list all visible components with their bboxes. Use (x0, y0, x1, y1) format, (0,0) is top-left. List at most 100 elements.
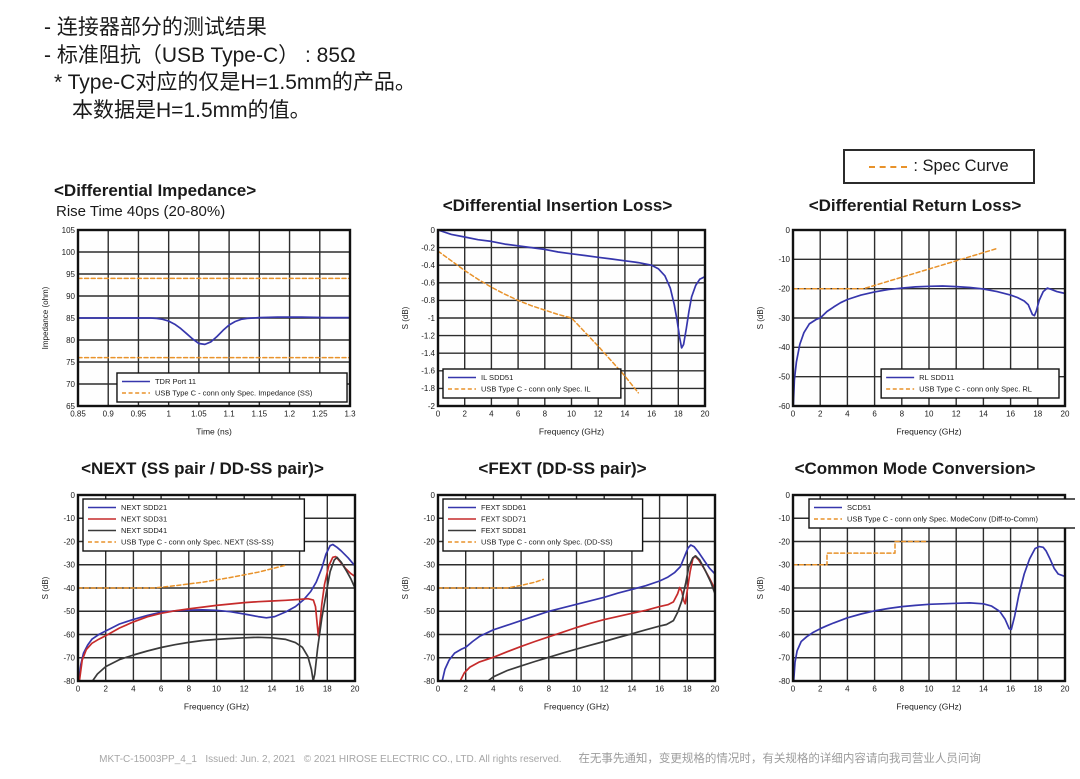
chart-title-differential-return-loss: <Differential Return Loss> (808, 196, 1022, 215)
svg-text:1.25: 1.25 (312, 410, 328, 419)
svg-text:14: 14 (979, 410, 988, 419)
svg-text:IL SDD51: IL SDD51 (481, 373, 513, 382)
svg-text:1: 1 (166, 410, 171, 419)
svg-text:-50: -50 (778, 372, 790, 381)
svg-text:10: 10 (567, 410, 576, 419)
svg-text:95: 95 (66, 270, 75, 279)
svg-text:6: 6 (159, 685, 164, 694)
svg-text:18: 18 (1033, 410, 1042, 419)
svg-text:-80: -80 (63, 677, 75, 686)
svg-text:20: 20 (711, 685, 720, 694)
svg-text:18: 18 (1033, 685, 1042, 694)
svg-text:-40: -40 (778, 584, 790, 593)
header-line-impedance: - 标准阻抗（USB Type-C） : 85Ω (44, 43, 356, 67)
svg-text:-20: -20 (423, 537, 435, 546)
svg-text:12: 12 (240, 685, 249, 694)
svg-text:70: 70 (66, 380, 75, 389)
svg-text:0: 0 (76, 685, 81, 694)
svg-text:Frequency (GHz): Frequency (GHz) (896, 702, 961, 712)
svg-text:-60: -60 (63, 630, 75, 639)
svg-text:-1.4: -1.4 (421, 349, 435, 358)
svg-text:-10: -10 (778, 514, 790, 523)
svg-text:1.15: 1.15 (252, 410, 268, 419)
svg-text:2: 2 (818, 685, 823, 694)
svg-text:-70: -70 (778, 654, 790, 663)
footer: MKT-C-15003PP_4_1 Issued: Jun. 2, 2021 ©… (0, 750, 1080, 766)
svg-text:-60: -60 (778, 402, 790, 411)
svg-text:-40: -40 (423, 584, 435, 593)
svg-text:14: 14 (979, 685, 988, 694)
svg-text:2: 2 (463, 685, 468, 694)
svg-text:-60: -60 (423, 630, 435, 639)
chart-title-differential-impedance: <Differential Impedance> (54, 181, 257, 200)
chart-subtitle-rise-time: Rise Time 40ps (20-80%) (56, 203, 226, 220)
svg-text:Impedance (ohm): Impedance (ohm) (41, 286, 50, 349)
svg-text:0.95: 0.95 (131, 410, 147, 419)
header-line-data-note: 本数据是H=1.5mm的值。 (72, 99, 311, 123)
svg-text:14: 14 (627, 685, 636, 694)
svg-text:80: 80 (66, 336, 75, 345)
spec-curve-legend-box: : Spec Curve (843, 149, 1035, 184)
svg-text:SCD51: SCD51 (847, 503, 871, 512)
svg-text:TDR Port 11: TDR Port 11 (155, 377, 196, 386)
dashed-line-icon (869, 165, 908, 168)
svg-text:-40: -40 (63, 584, 75, 593)
svg-text:-1.8: -1.8 (421, 384, 435, 393)
svg-text:-0.4: -0.4 (421, 261, 435, 270)
svg-text:6: 6 (872, 410, 877, 419)
svg-text:16: 16 (647, 410, 656, 419)
svg-text:-0.6: -0.6 (421, 279, 435, 288)
svg-text:18: 18 (683, 685, 692, 694)
svg-text:0: 0 (431, 491, 436, 500)
svg-text:10: 10 (925, 685, 934, 694)
svg-text:10: 10 (925, 410, 934, 419)
svg-text:USB Type C - conn only Spec. M: USB Type C - conn only Spec. ModeConv (D… (847, 515, 1039, 524)
svg-text:6: 6 (519, 685, 524, 694)
svg-text:4: 4 (491, 685, 496, 694)
chart-title-next: <NEXT (SS pair / DD-SS pair)> (81, 459, 324, 478)
svg-text:65: 65 (66, 402, 75, 411)
svg-text:0: 0 (71, 491, 76, 500)
svg-text:4: 4 (489, 410, 494, 419)
svg-text:20: 20 (701, 410, 710, 419)
svg-text:4: 4 (845, 410, 850, 419)
svg-text:0.9: 0.9 (103, 410, 115, 419)
svg-text:85: 85 (66, 314, 75, 323)
svg-text:Frequency (GHz): Frequency (GHz) (184, 702, 249, 712)
svg-text:NEXT SDD31: NEXT SDD31 (121, 515, 167, 524)
svg-text:USB Type C - conn only Spec. (: USB Type C - conn only Spec. (DD-SS) (481, 538, 613, 547)
svg-text:-10: -10 (423, 514, 435, 523)
svg-text:-70: -70 (423, 654, 435, 663)
svg-text:S (dB): S (dB) (756, 576, 765, 599)
chart-title-fext: <FEXT (DD-SS pair)> (478, 459, 647, 478)
svg-text:0: 0 (786, 491, 791, 500)
svg-text:-50: -50 (423, 607, 435, 616)
svg-text:8: 8 (547, 685, 552, 694)
svg-text:20: 20 (1061, 410, 1070, 419)
svg-text:14: 14 (267, 685, 276, 694)
svg-text:S (dB): S (dB) (401, 306, 410, 329)
svg-text:-0.2: -0.2 (421, 243, 435, 252)
chart-title-common-mode-conversion: <Common Mode Conversion> (794, 459, 1036, 478)
spec-curve-label: : Spec Curve (913, 157, 1009, 175)
svg-text:-1: -1 (428, 314, 436, 323)
svg-text:-20: -20 (778, 284, 790, 293)
svg-text:-1.2: -1.2 (421, 331, 435, 340)
svg-text:USB Type C - conn only Spec. N: USB Type C - conn only Spec. NEXT (SS-SS… (121, 538, 274, 547)
svg-text:1.2: 1.2 (284, 410, 296, 419)
svg-text:75: 75 (66, 358, 75, 367)
svg-text:-50: -50 (63, 607, 75, 616)
svg-text:S (dB): S (dB) (401, 576, 410, 599)
footer-issued-date: Issued: Jun. 2, 2021 (205, 754, 296, 765)
svg-text:10: 10 (572, 685, 581, 694)
svg-text:20: 20 (1061, 685, 1070, 694)
svg-text:6: 6 (516, 410, 521, 419)
svg-text:1.05: 1.05 (191, 410, 207, 419)
svg-text:-10: -10 (778, 255, 790, 264)
svg-text:16: 16 (655, 685, 664, 694)
svg-text:4: 4 (845, 685, 850, 694)
svg-text:-70: -70 (63, 654, 75, 663)
svg-text:Frequency (GHz): Frequency (GHz) (896, 427, 961, 437)
svg-text:-50: -50 (778, 607, 790, 616)
